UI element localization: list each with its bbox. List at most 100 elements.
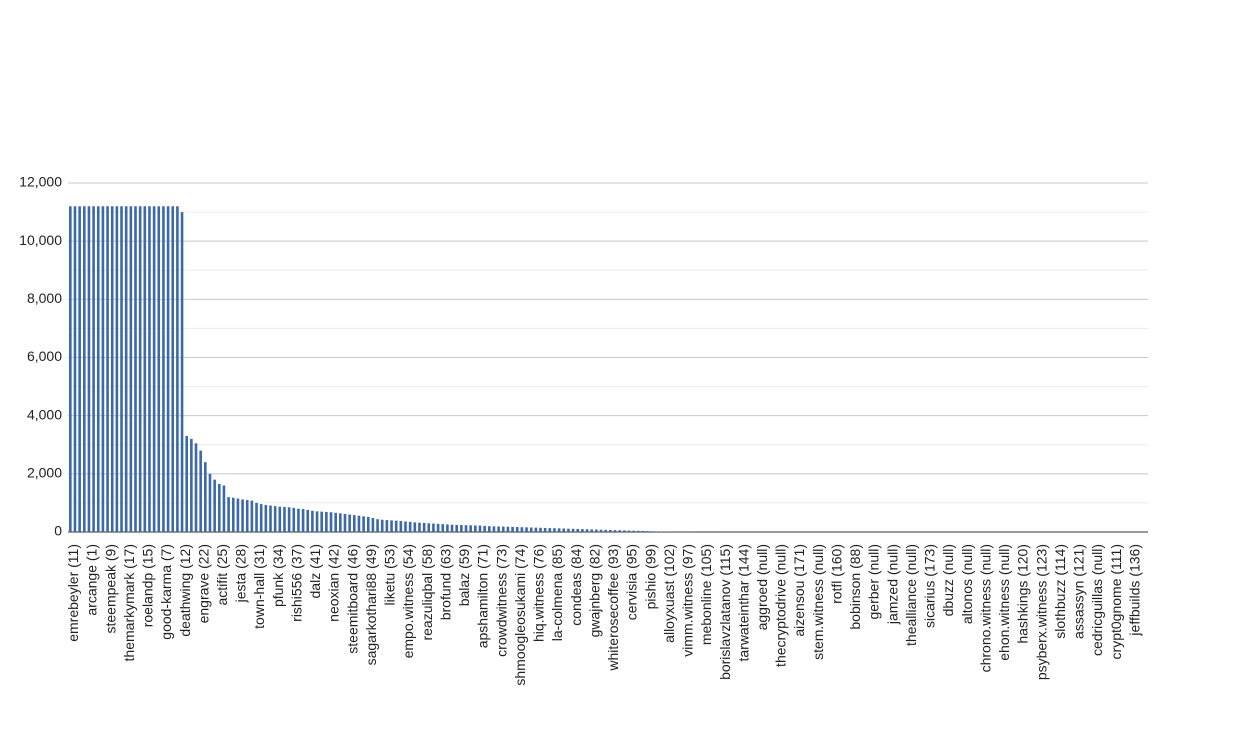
x-tick-label: thealliance (null) — [903, 544, 919, 646]
bar — [217, 484, 221, 532]
x-tick-label: sagarkothari88 (49) — [363, 544, 379, 665]
bar — [166, 206, 170, 532]
bar — [124, 206, 128, 532]
bar — [301, 509, 305, 532]
y-tick-label: 10,000 — [19, 232, 62, 248]
x-tick-label: hiq.witness (76) — [531, 544, 547, 642]
bar — [371, 518, 375, 532]
bar — [162, 206, 165, 532]
bar — [320, 511, 324, 532]
bar — [380, 519, 384, 532]
x-tick-label: mebonline (105) — [698, 544, 714, 645]
bar — [599, 529, 603, 532]
bar — [278, 506, 282, 532]
bar — [334, 512, 337, 532]
bar — [129, 206, 133, 532]
bar — [501, 526, 505, 532]
bar — [627, 530, 631, 532]
x-tick-label: whiterosecoffee (93) — [605, 544, 621, 672]
x-tick-label: bobinson (88) — [847, 544, 863, 630]
bar — [399, 520, 403, 532]
bar — [87, 206, 91, 532]
bar — [622, 530, 626, 532]
bar — [180, 212, 184, 533]
bar — [650, 531, 654, 532]
bar — [404, 521, 407, 532]
bar — [227, 497, 230, 532]
x-tick-label: ehon.witness (null) — [996, 544, 1012, 661]
bar — [152, 206, 156, 532]
x-tick-label: neoxian (42) — [326, 544, 342, 622]
bar — [385, 520, 389, 532]
x-tick-label: assassyn (121) — [1071, 544, 1087, 639]
bar — [208, 473, 212, 532]
bar — [418, 522, 421, 532]
x-tick-label: aggroed (null) — [754, 544, 770, 630]
x-tick-label: gwajnberg (82) — [586, 544, 602, 637]
x-tick-label: roelandp (15) — [140, 544, 156, 627]
bar — [525, 527, 528, 532]
bar — [441, 524, 445, 532]
bar — [92, 206, 95, 532]
x-tick-label: steempeak (9) — [102, 544, 118, 633]
y-tick-label: 12,000 — [19, 174, 62, 190]
bar — [171, 206, 175, 532]
x-tick-label: alloyxuast (102) — [661, 544, 677, 643]
bar — [69, 206, 72, 532]
bar — [641, 530, 645, 532]
bar — [73, 206, 77, 532]
x-tick-label: reazuliqbal (58) — [419, 544, 435, 641]
x-tick-label: actifit (25) — [214, 544, 230, 605]
bar — [590, 529, 594, 532]
bar — [213, 479, 216, 532]
x-tick-label: chrono.witness (null) — [977, 544, 993, 672]
bar — [273, 506, 277, 532]
bar — [455, 524, 459, 532]
bar — [487, 526, 491, 532]
bar — [613, 530, 617, 532]
bar — [632, 530, 635, 532]
bar — [120, 206, 123, 532]
bar — [255, 502, 258, 532]
bar — [134, 206, 137, 532]
bar — [562, 528, 566, 532]
bar — [250, 500, 254, 532]
bar — [325, 511, 328, 532]
bar — [543, 527, 547, 532]
bar — [483, 525, 486, 532]
bar — [329, 512, 333, 532]
bar — [204, 462, 207, 532]
bar — [176, 206, 179, 532]
x-tick-label: engrave (22) — [195, 544, 211, 623]
bar — [436, 523, 440, 532]
x-tick-label: dbuzz (null) — [940, 544, 956, 616]
x-tick-label: gerber (null) — [866, 544, 882, 619]
bar — [497, 526, 500, 532]
bar — [283, 506, 286, 532]
bar — [106, 206, 109, 532]
bar — [241, 499, 244, 532]
x-tick-label: crowdwitness (73) — [493, 544, 509, 657]
bar — [348, 514, 351, 532]
bar — [567, 528, 570, 532]
x-tick-label: sicarius (173) — [922, 544, 938, 628]
x-tick-label: hashkings (120) — [1015, 544, 1031, 644]
x-tick-label: pishio (99) — [642, 544, 658, 609]
bar — [96, 206, 100, 532]
bar — [464, 525, 468, 532]
bar — [269, 505, 272, 532]
bar — [492, 526, 496, 532]
bar — [539, 527, 542, 532]
x-tick-label: rishi556 (37) — [288, 544, 304, 622]
bar — [432, 523, 435, 532]
y-tick-label: 2,000 — [27, 465, 62, 481]
bar — [357, 515, 361, 532]
bar — [576, 528, 580, 532]
x-tick-label: jamzed (null) — [884, 544, 900, 625]
x-tick-label: rotfl (160) — [828, 544, 844, 604]
x-tick-label: shmoogleosukami (74) — [512, 544, 528, 686]
bar — [553, 528, 556, 532]
y-tick-label: 8,000 — [27, 290, 62, 306]
bar — [460, 525, 463, 532]
bar — [474, 525, 477, 532]
